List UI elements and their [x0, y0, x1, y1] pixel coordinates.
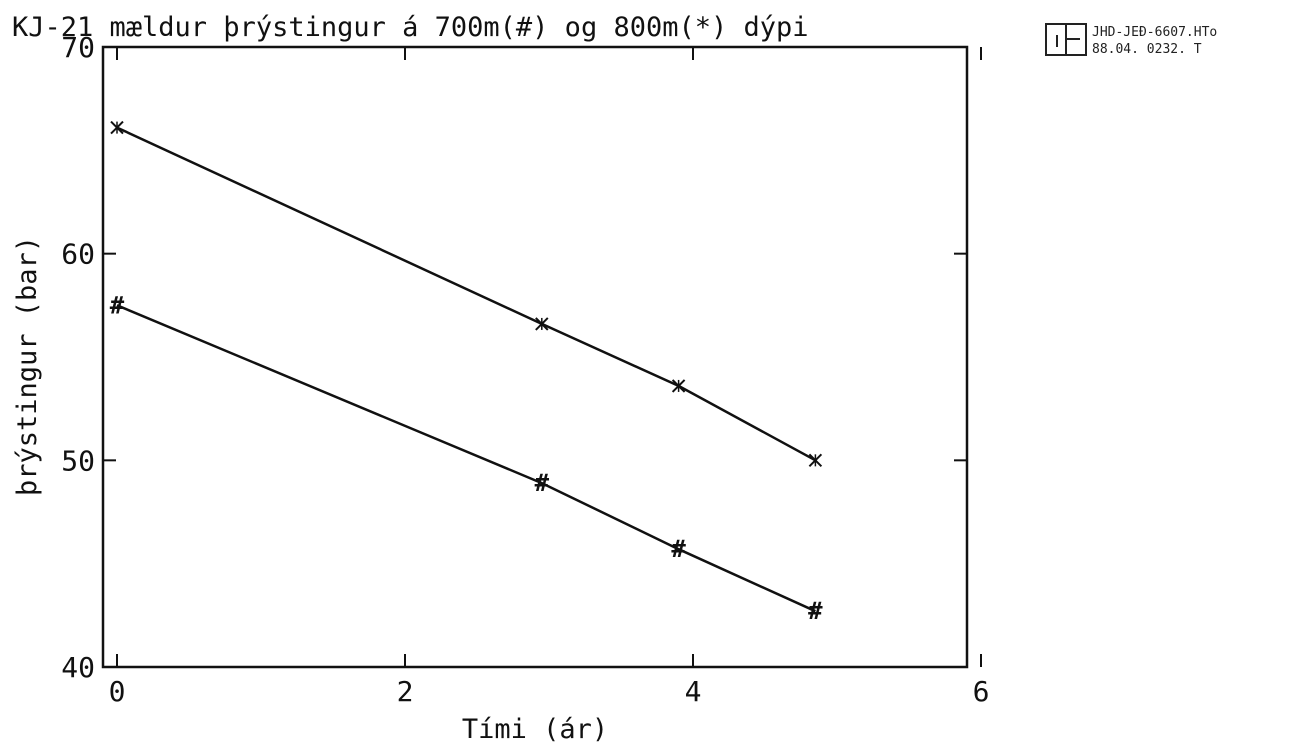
stamp-line-2: 88.04. 0232. T: [1092, 42, 1202, 57]
x-axis-label: Tími (ár): [462, 714, 608, 745]
data-point-700m: #: [110, 291, 125, 319]
data-point-800m: [535, 317, 549, 331]
y-axis-label: þrýstingur (bar): [12, 236, 43, 496]
chart-title: KJ-21 mældur þrýstingur á 700m(#) og 800…: [12, 12, 809, 43]
series-line-800m: [116, 126, 816, 462]
y-tick-label: 40: [61, 651, 95, 684]
tick-labels: 0 2 4 6 40 50 60 70: [61, 31, 989, 708]
x-tick-label: 6: [973, 675, 990, 708]
x-tick-label: 2: [397, 675, 414, 708]
y-tick-label: 50: [61, 444, 95, 477]
y-tick-label: 70: [61, 31, 95, 64]
data-point-700m: #: [535, 469, 550, 497]
series-group: # # # #: [110, 120, 823, 625]
reference-stamp: JHD-JEÐ-6607.HTo 88.04. 0232. T: [1045, 23, 1217, 57]
stamp-line-1: JHD-JEÐ-6607.HTo: [1092, 25, 1217, 40]
series-line-700m: [116, 304, 816, 613]
plot-frame: [101, 45, 969, 669]
x-tick-label: 4: [685, 675, 702, 708]
axis-ticks: [103, 46, 982, 668]
data-point-800m: [110, 120, 124, 135]
y-tick-label: 60: [61, 238, 95, 271]
data-point-700m: #: [808, 597, 823, 625]
data-point-800m: [671, 379, 686, 393]
x-tick-label: 0: [109, 675, 126, 708]
data-point-800m: [808, 453, 823, 468]
data-point-700m: #: [671, 535, 686, 563]
